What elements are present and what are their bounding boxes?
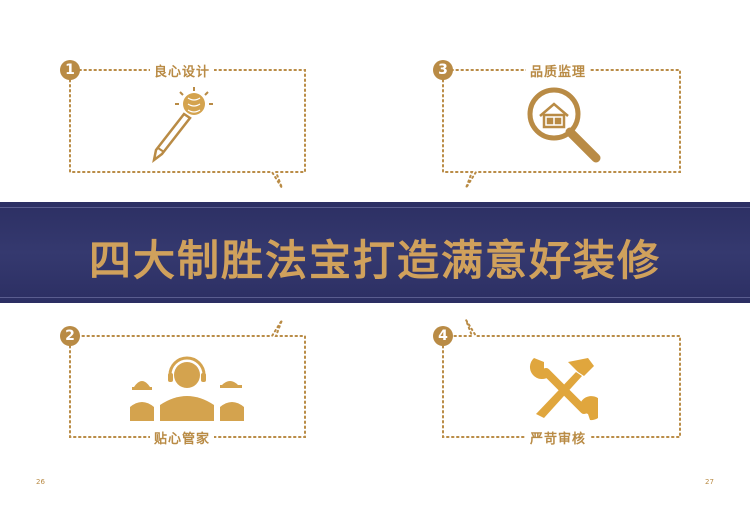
feature-box-2-outline bbox=[69, 319, 306, 438]
feature-1-number-badge: 1 bbox=[60, 60, 80, 80]
title-banner bbox=[0, 202, 750, 303]
feature-2-title: 贴心管家 bbox=[150, 428, 215, 447]
feature-box-4-outline bbox=[442, 319, 681, 438]
page-number-left: 26 bbox=[36, 478, 45, 486]
wrench-hammer-icon bbox=[529, 358, 598, 421]
feature-4-number-badge: 4 bbox=[433, 326, 453, 346]
feature-3-title: 品质监理 bbox=[526, 61, 591, 80]
feature-box-3-outline bbox=[442, 69, 681, 189]
banner-title: 四大制胜法宝打造满意好装修 bbox=[88, 236, 661, 285]
pencil-bulb-icon bbox=[152, 87, 213, 163]
feature-box-1-outline bbox=[69, 69, 306, 189]
feature-3-number-badge: 3 bbox=[433, 60, 453, 80]
page-number-right: 27 bbox=[705, 478, 714, 486]
magnifier-house-icon bbox=[527, 87, 601, 163]
feature-4-title: 严苛审核 bbox=[526, 428, 591, 447]
service-team-icon bbox=[130, 356, 244, 421]
feature-1-title: 良心设计 bbox=[150, 61, 215, 80]
feature-2-number-badge: 2 bbox=[60, 326, 80, 346]
